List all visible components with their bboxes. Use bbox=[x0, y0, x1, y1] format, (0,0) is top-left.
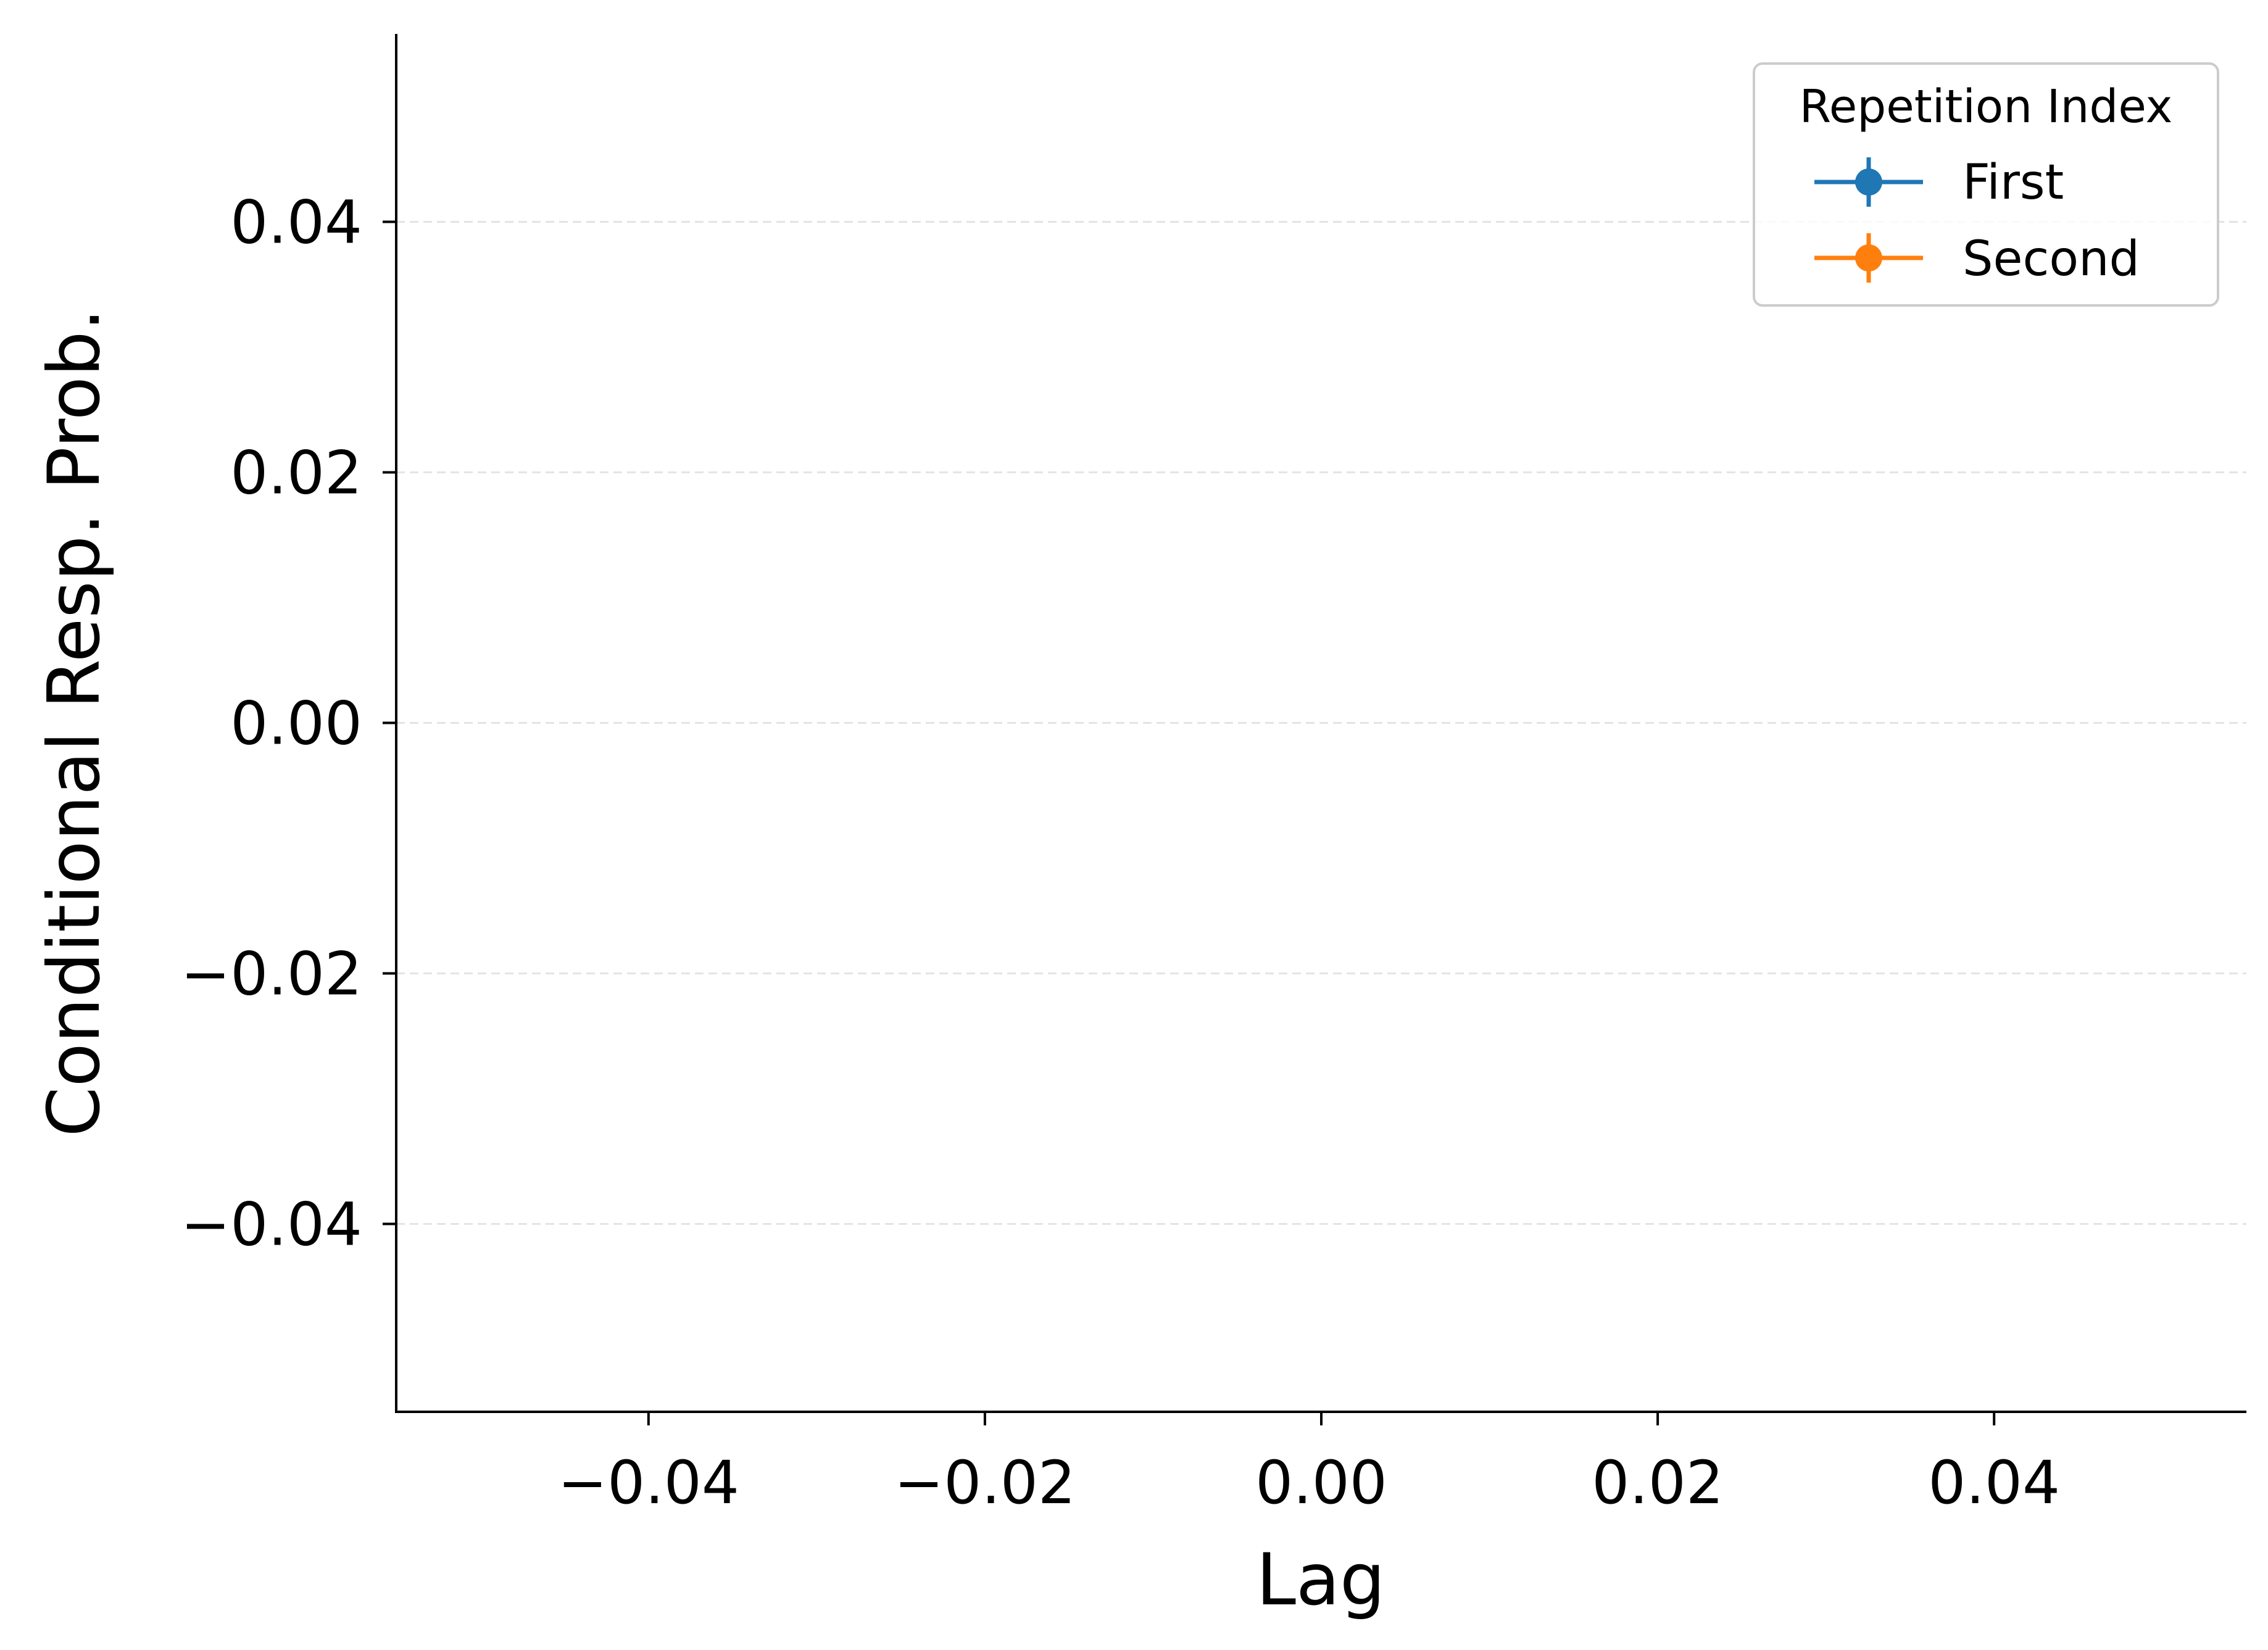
y-tick-label: −0.02 bbox=[181, 940, 362, 1009]
x-tick-label: 0.00 bbox=[1255, 1448, 1387, 1517]
y-tick-label: −0.04 bbox=[181, 1190, 362, 1259]
y-tick-label: 0.02 bbox=[230, 439, 362, 508]
legend-label-first: First bbox=[1963, 155, 2064, 210]
legend-marker bbox=[1855, 168, 1882, 196]
legend-title: Repetition Index bbox=[1800, 80, 2173, 133]
x-tick-label: 0.02 bbox=[1592, 1448, 1724, 1517]
x-tick-label: −0.02 bbox=[894, 1448, 1076, 1517]
legend-marker bbox=[1855, 244, 1882, 272]
y-axis-title: Conditional Resp. Prob. bbox=[33, 309, 116, 1137]
x-axis-ticks: −0.04 −0.02 0.00 0.02 0.04 bbox=[558, 1412, 2060, 1517]
legend-label-second: Second bbox=[1963, 231, 2140, 287]
legend-entry-first: First bbox=[1814, 155, 2064, 210]
legend: Repetition Index First Second bbox=[1753, 62, 2219, 307]
y-axis-ticks: −0.04 −0.02 0.00 0.02 0.04 bbox=[181, 188, 396, 1259]
y-tick-label: 0.00 bbox=[230, 689, 362, 758]
y-tick-label: 0.04 bbox=[230, 188, 362, 257]
x-axis-title: Lag bbox=[1256, 1538, 1385, 1622]
x-tick-label: 0.04 bbox=[1928, 1448, 2060, 1517]
x-tick-label: −0.04 bbox=[558, 1448, 739, 1517]
legend-entry-second: Second bbox=[1814, 231, 2140, 287]
y-gridlines bbox=[396, 221, 2246, 1225]
